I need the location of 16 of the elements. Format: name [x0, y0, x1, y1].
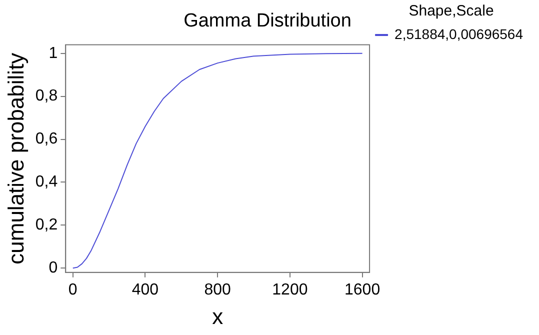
x-tick-label: 0	[68, 281, 78, 298]
y-tick-label: 0	[48, 260, 58, 277]
y-tick-label: 0,2	[35, 216, 58, 234]
x-tick-label: 1600	[344, 281, 380, 298]
x-tick-label: 1200	[272, 281, 308, 298]
y-tick-label: 0,8	[35, 88, 58, 105]
y-tick-label: 0,6	[35, 130, 58, 148]
chart-title: Gamma Distribution	[184, 10, 352, 32]
y-tick-label: 1	[48, 44, 58, 62]
y-axis-title: cumulative probability	[3, 52, 28, 264]
x-tick-label: 400	[132, 281, 159, 298]
x-tick-label: 800	[204, 281, 232, 298]
y-tick-label: 0,4	[35, 174, 58, 191]
x-axis-title: x	[212, 304, 224, 329]
legend-label: 2,51884,0,00696564	[394, 26, 524, 42]
legend-title: Shape,Scale	[408, 2, 494, 20]
